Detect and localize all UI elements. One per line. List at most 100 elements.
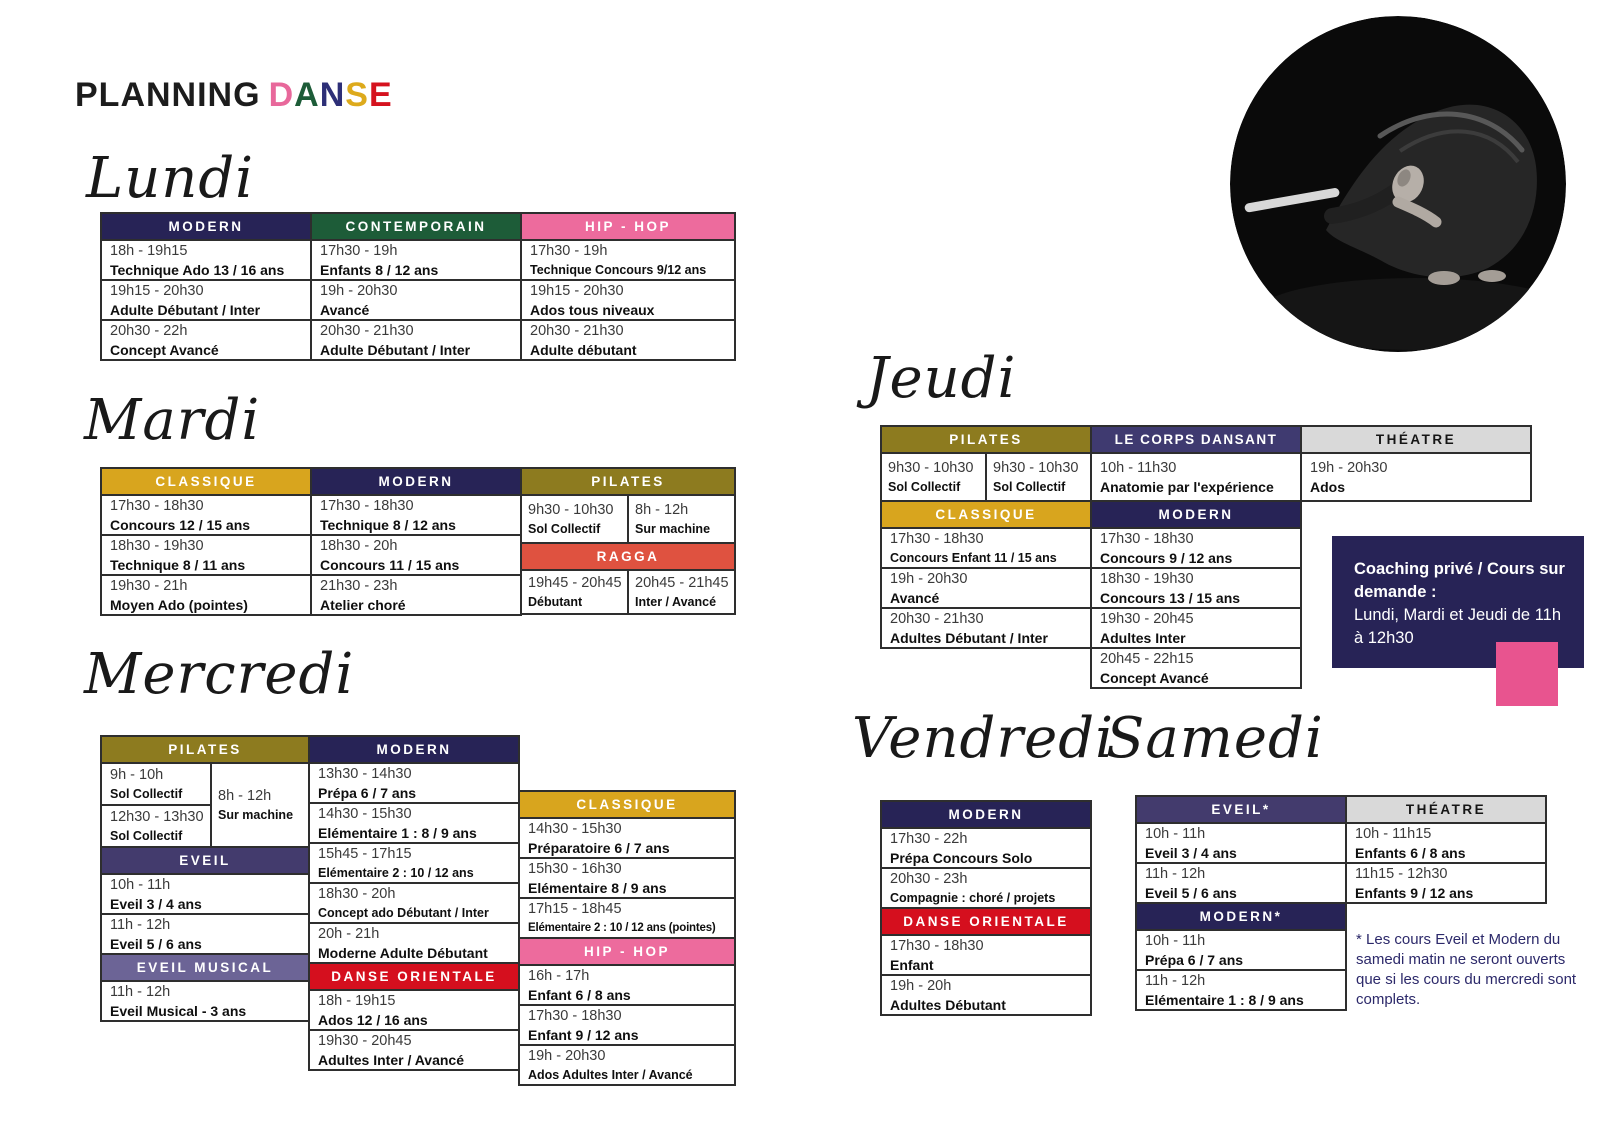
cell-name: Adultes Inter bbox=[1100, 629, 1186, 646]
cell-time: 18h - 19h15 bbox=[110, 242, 188, 259]
cell-name: Concept ado Débutant / Inter bbox=[318, 905, 489, 920]
cell-name: Avancé bbox=[890, 589, 940, 606]
cell-time: 20h30 - 22h bbox=[110, 322, 188, 339]
cell-time: 19h30 - 20h45 bbox=[1100, 610, 1194, 627]
schedule-cell: 16h - 17h Enfant 6 / 8 ans bbox=[518, 964, 736, 1006]
header-theatre: THÉATRE bbox=[1345, 795, 1547, 824]
cell-time: 11h - 12h bbox=[110, 916, 171, 933]
cell-name: Enfants 8 / 12 ans bbox=[320, 261, 439, 278]
cell-name: Adultes Débutant bbox=[890, 996, 1006, 1013]
cell-time: 9h - 10h bbox=[110, 766, 164, 783]
cell-name: Enfants 9 / 12 ans bbox=[1355, 884, 1474, 901]
cell-time: 20h45 - 22h15 bbox=[1100, 650, 1194, 667]
schedule-cell: 18h - 19h15 Ados 12 / 16 ans bbox=[308, 989, 520, 1031]
header-hiphop: HIP - HOP bbox=[518, 937, 736, 966]
cell-name: Concours 13 / 15 ans bbox=[1100, 589, 1241, 606]
cell-name: Avancé bbox=[320, 301, 370, 318]
cell-name: Sol Collectif bbox=[110, 786, 183, 801]
schedule-cell: 19h - 20h30 Ados bbox=[1300, 452, 1532, 502]
cell-time: 11h - 12h bbox=[1145, 865, 1206, 882]
mardi-pilates-ragga-column: PILATES 9h30 - 10h30 Sol Collectif 8h - … bbox=[520, 467, 736, 615]
cell-time: 10h - 11h bbox=[1145, 825, 1206, 842]
cell-name: Enfant 6 / 8 ans bbox=[528, 986, 631, 1003]
cell-name: Adultes Inter / Avancé bbox=[318, 1051, 465, 1068]
cell-name: Débutant bbox=[528, 594, 583, 609]
cell-time: 21h30 - 23h bbox=[320, 577, 398, 594]
cell-time: 10h - 11h bbox=[110, 876, 171, 893]
schedule-cell: 20h45 - 21h45 Inter / Avancé bbox=[627, 569, 736, 615]
cell-name: Elémentaire 1 : 8 / 9 ans bbox=[318, 824, 477, 841]
cell-name: Ados bbox=[1310, 478, 1345, 495]
schedule-cell: 8h - 12h Sur machine bbox=[627, 494, 736, 544]
cell-name: Ados 12 / 16 ans bbox=[318, 1011, 428, 1028]
cell-time: 19h - 20h30 bbox=[528, 1047, 606, 1064]
schedule-cell: 12h30 - 13h30 Sol Collectif bbox=[100, 804, 212, 848]
schedule-cell: 19h - 20h30 Avancé bbox=[310, 279, 522, 321]
pilates-row: 9h30 - 10h30 Sol Collectif 9h30 - 10h30 … bbox=[880, 452, 1092, 502]
cell-name: Atelier choré bbox=[320, 596, 406, 613]
header-classique: CLASSIQUE bbox=[100, 467, 312, 496]
pilates-row: 9h30 - 10h30 Sol Collectif 8h - 12h Sur … bbox=[520, 494, 736, 544]
cell-time: 10h - 11h30 bbox=[1100, 459, 1177, 476]
pilates-left-stack: 9h - 10h Sol Collectif 12h30 - 13h30 Sol… bbox=[100, 762, 212, 848]
cell-time: 15h45 - 17h15 bbox=[318, 845, 412, 862]
schedule-cell: 20h45 - 22h15 Concept Avancé bbox=[1090, 647, 1302, 689]
cell-name: Sol Collectif bbox=[888, 479, 961, 494]
cell-name: Technique 8 / 11 ans bbox=[110, 556, 246, 573]
schedule-cell: 20h30 - 21h30 Adulte débutant bbox=[520, 319, 736, 361]
cell-name: Technique Concours 9/12 ans bbox=[530, 262, 707, 277]
cell-time: 17h30 - 18h30 bbox=[110, 497, 204, 514]
schedule-cell: 11h - 12h Elémentaire 1 : 8 / 9 ans bbox=[1135, 969, 1347, 1011]
schedule-cell: 17h30 - 22h Prépa Concours Solo bbox=[880, 827, 1092, 869]
cell-time: 19h - 20h bbox=[890, 977, 952, 994]
header-modern: MODERN bbox=[880, 800, 1092, 829]
cell-time: 18h30 - 19h30 bbox=[110, 537, 204, 554]
jeudi-modern-column: MODERN 17h30 - 18h30 Concours 9 / 12 ans… bbox=[1090, 500, 1302, 689]
day-title-samedi: Samedi bbox=[1106, 706, 1324, 771]
title-word-planning: PLANNING bbox=[75, 76, 261, 114]
cell-name: Elémentaire 1 : 8 / 9 ans bbox=[1145, 991, 1304, 1008]
schedule-cell: 20h30 - 21h30 Adulte Débutant / Inter bbox=[310, 319, 522, 361]
samedi-left-column: EVEIL* 10h - 11h Eveil 3 / 4 ans 11h - 1… bbox=[1135, 795, 1347, 1011]
cell-time: 19h45 - 20h45 bbox=[528, 574, 622, 591]
cell-name: Concours 12 / 15 ans bbox=[110, 516, 251, 533]
cell-name: Adulte débutant bbox=[530, 341, 637, 358]
schedule-cell: 11h - 12h Eveil 5 / 6 ans bbox=[100, 913, 310, 955]
header-pilates: PILATES bbox=[520, 467, 736, 496]
cell-time: 18h30 - 20h bbox=[320, 537, 398, 554]
cell-time: 17h30 - 18h30 bbox=[320, 497, 414, 514]
cell-time: 16h - 17h bbox=[528, 967, 590, 984]
schedule-cell: 17h30 - 19h Enfants 8 / 12 ans bbox=[310, 239, 522, 281]
schedule-cell: 17h30 - 18h30 Enfant bbox=[880, 934, 1092, 976]
jeudi-corps-dansant-column: LE CORPS DANSANT 10h - 11h30 Anatomie pa… bbox=[1090, 425, 1302, 502]
cell-name: Elémentaire 2 : 10 / 12 ans (pointes) bbox=[528, 921, 716, 934]
schedule-cell: 20h - 21h Moderne Adulte Débutant bbox=[308, 922, 520, 964]
footnote: * Les cours Eveil et Modern du samedi ma… bbox=[1356, 931, 1577, 1008]
cell-time: 8h - 12h bbox=[218, 787, 272, 804]
cell-time: 17h30 - 18h30 bbox=[890, 937, 984, 954]
cell-name: Eveil 5 / 6 ans bbox=[1145, 884, 1237, 901]
schedule-cell: 21h30 - 23h Atelier choré bbox=[310, 574, 522, 616]
header-eveil: EVEIL* bbox=[1135, 795, 1347, 824]
cell-time: 11h - 12h bbox=[1145, 972, 1206, 989]
schedule-cell: 19h - 20h Adultes Débutant bbox=[880, 974, 1092, 1016]
title-word-danse: DANSE bbox=[269, 76, 393, 114]
title-letter-d: D bbox=[268, 76, 295, 114]
schedule-cell: 9h30 - 10h30 Sol Collectif bbox=[880, 452, 987, 502]
schedule-cell: 11h - 12h Eveil Musical - 3 ans bbox=[100, 980, 310, 1022]
cell-time: 17h30 - 19h bbox=[320, 242, 398, 259]
ragga-row: 19h45 - 20h45 Débutant 20h45 - 21h45 Int… bbox=[520, 569, 736, 615]
cell-time: 20h30 - 21h30 bbox=[530, 322, 624, 339]
cell-name: Sol Collectif bbox=[110, 828, 183, 843]
cell-time: 9h30 - 10h30 bbox=[888, 459, 974, 476]
cell-name: Eveil 3 / 4 ans bbox=[1145, 844, 1237, 861]
header-modern: MODERN bbox=[308, 735, 520, 764]
header-le-corps-dansant: LE CORPS DANSANT bbox=[1090, 425, 1302, 454]
schedule-cell: 11h15 - 12h30 Enfants 9 / 12 ans bbox=[1345, 862, 1547, 904]
title-letter-n: N bbox=[319, 76, 346, 114]
cell-name: Concours Enfant 11 / 15 ans bbox=[890, 550, 1057, 565]
lundi-hiphop-column: HIP - HOP 17h30 - 19h Technique Concours… bbox=[520, 212, 736, 361]
mardi-classique-column: CLASSIQUE 17h30 - 18h30 Concours 12 / 15… bbox=[100, 467, 312, 616]
vendredi-column: MODERN 17h30 - 22h Prépa Concours Solo 2… bbox=[880, 800, 1092, 1016]
cell-time: 19h - 20h30 bbox=[1310, 459, 1388, 476]
